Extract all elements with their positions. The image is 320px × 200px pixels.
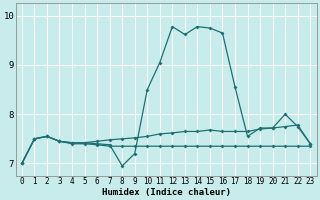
X-axis label: Humidex (Indice chaleur): Humidex (Indice chaleur) [101, 188, 231, 197]
